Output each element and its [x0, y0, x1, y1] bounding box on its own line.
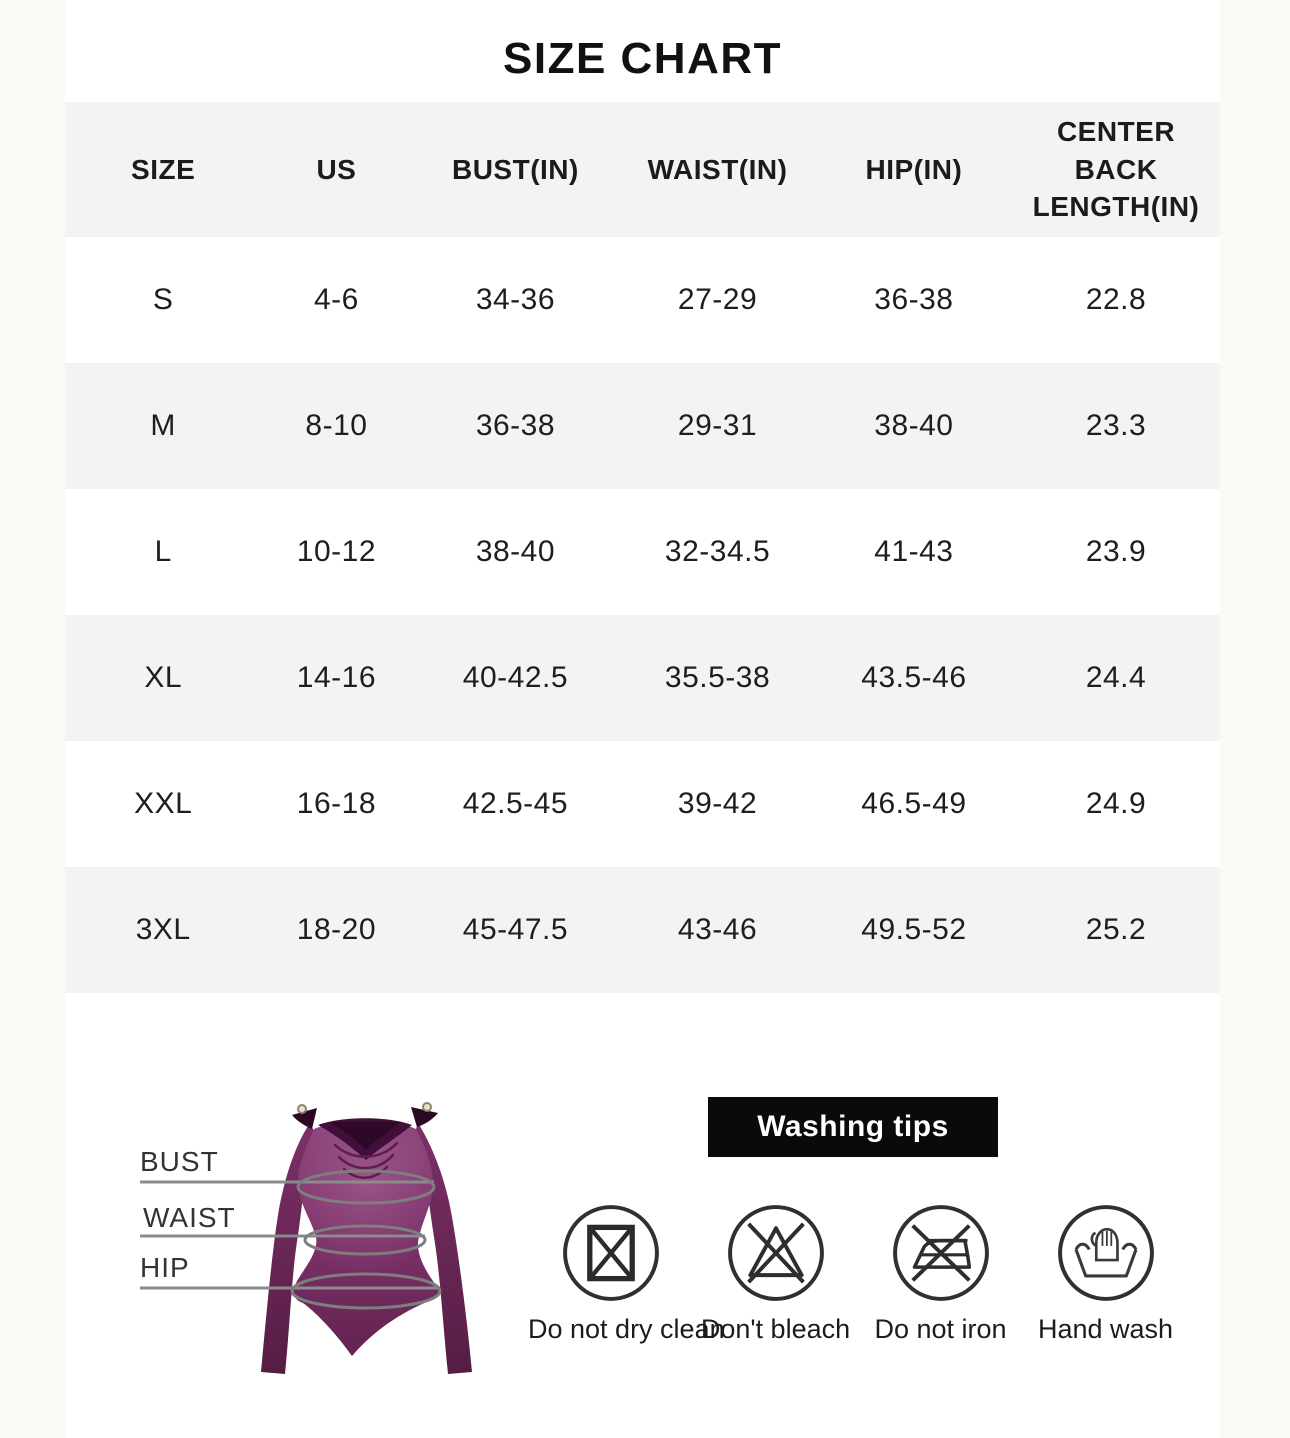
cell-waist: 39-42 — [677, 787, 758, 820]
table-row: S 4-6 34-36 27-29 36-38 22.8 — [65, 237, 1220, 363]
do-not-iron-icon — [892, 1205, 989, 1301]
cell-waist: 27-29 — [677, 283, 758, 316]
waist-label: WAIST — [143, 1202, 236, 1233]
wash-item-do-not-dry-clean: Do not dry clean — [528, 1200, 725, 1345]
cell-bust: 38-40 — [475, 535, 556, 568]
left-shoulder-cutout — [292, 1108, 317, 1129]
column-header-bust: BUST(IN) — [451, 153, 579, 185]
cell-bust: 36-38 — [475, 409, 556, 442]
cell-us: 8-10 — [305, 409, 368, 442]
cell-us: 4-6 — [313, 283, 359, 316]
cell-center-back-length: 23.9 — [1085, 535, 1147, 568]
cell-size: XL — [144, 661, 183, 694]
wash-item-hand-wash: Hand wash — [1023, 1200, 1188, 1345]
column-header-waist: WAIST(IN) — [647, 153, 788, 185]
cell-hip: 49.5-52 — [861, 913, 967, 946]
hand-wash-icon — [1057, 1205, 1154, 1301]
size-table: SIZE US BUST(IN) WAIST(IN) HIP(IN) CENTE… — [65, 102, 1220, 993]
table-header-row: SIZE US BUST(IN) WAIST(IN) HIP(IN) CENTE… — [65, 102, 1220, 237]
cell-size: 3XL — [135, 913, 191, 946]
table-row: M 8-10 36-38 29-31 38-40 23.3 — [65, 363, 1220, 489]
cell-bust: 40-42.5 — [462, 661, 569, 694]
hip-ellipse — [290, 1272, 442, 1310]
cell-hip: 38-40 — [874, 409, 954, 442]
wash-item-label: Do not dry clean — [528, 1314, 725, 1344]
cell-us: 14-16 — [296, 661, 377, 694]
wash-item-do-not-bleach: Don't bleach — [693, 1200, 858, 1345]
washing-tips-banner: Washing tips — [708, 1097, 998, 1157]
cell-us: 18-20 — [296, 913, 377, 946]
washing-tips-items: Do not dry clean Don't bleach Do not iro… — [528, 1200, 1188, 1345]
wash-item-label: Hand wash — [1037, 1314, 1174, 1344]
do-not-bleach-icon — [727, 1205, 824, 1301]
bust-ellipse — [296, 1169, 436, 1205]
do-not-dry-clean-icon — [562, 1205, 659, 1301]
cell-hip: 46.5-49 — [861, 787, 967, 820]
cell-bust: 34-36 — [475, 283, 556, 316]
cell-waist: 43-46 — [677, 913, 758, 946]
neck-shadow — [330, 1122, 400, 1150]
waist-ellipse — [303, 1224, 427, 1256]
right-shoulder-ring-icon — [422, 1102, 432, 1112]
cell-center-back-length: 24.9 — [1085, 787, 1147, 820]
cell-size: S — [152, 283, 174, 316]
cell-hip: 36-38 — [874, 283, 954, 316]
cell-size: L — [154, 535, 172, 568]
cell-center-back-length: 23.3 — [1085, 409, 1147, 442]
right-shoulder-cutout — [411, 1107, 438, 1127]
cell-size: XXL — [134, 787, 193, 820]
cell-bust: 45-47.5 — [462, 913, 569, 946]
wash-item-label: Do not iron — [874, 1314, 1007, 1344]
table-body: S 4-6 34-36 27-29 36-38 22.8 M 8-10 36-38 29-31 38… — [65, 237, 1220, 993]
left-shoulder-ring-icon — [297, 1104, 307, 1114]
cell-waist: 32-34.5 — [664, 535, 771, 568]
cell-center-back-length: 22.8 — [1085, 283, 1147, 316]
wash-item-label: Don't bleach — [700, 1314, 851, 1344]
column-header-us: US — [316, 153, 357, 185]
cell-center-back-length: 25.2 — [1085, 913, 1147, 946]
cell-us: 10-12 — [296, 535, 377, 568]
cell-bust: 42.5-45 — [462, 787, 569, 820]
cell-hip: 43.5-46 — [861, 661, 967, 694]
table-row: L 10-12 38-40 32-34.5 41-43 23.9 — [65, 489, 1220, 615]
column-header-hip: HIP(IN) — [865, 153, 963, 185]
cell-waist: 29-31 — [677, 409, 758, 442]
column-header-size: SIZE — [131, 153, 196, 185]
column-header-center-back-length: CENTER BACK LENGTH(IN) — [1032, 115, 1200, 223]
table-row: XXL 16-18 42.5-45 39-42 46.5-49 24.9 — [65, 741, 1220, 867]
page-title: SIZE CHART — [503, 34, 782, 84]
cell-us: 16-18 — [296, 787, 377, 820]
cell-size: M — [150, 409, 176, 442]
cell-waist: 35.5-38 — [664, 661, 771, 694]
table-row: 3XL 18-20 45-47.5 43-46 49.5-52 25.2 — [65, 867, 1220, 993]
wash-item-do-not-iron: Do not iron — [858, 1200, 1023, 1345]
cell-hip: 41-43 — [874, 535, 954, 568]
cell-center-back-length: 24.4 — [1085, 661, 1147, 694]
measurement-overlay — [140, 1169, 442, 1310]
bust-label: BUST — [140, 1146, 219, 1177]
table-row: XL 14-16 40-42.5 35.5-38 43.5-46 24.4 — [65, 615, 1220, 741]
hip-label: HIP — [140, 1252, 190, 1283]
